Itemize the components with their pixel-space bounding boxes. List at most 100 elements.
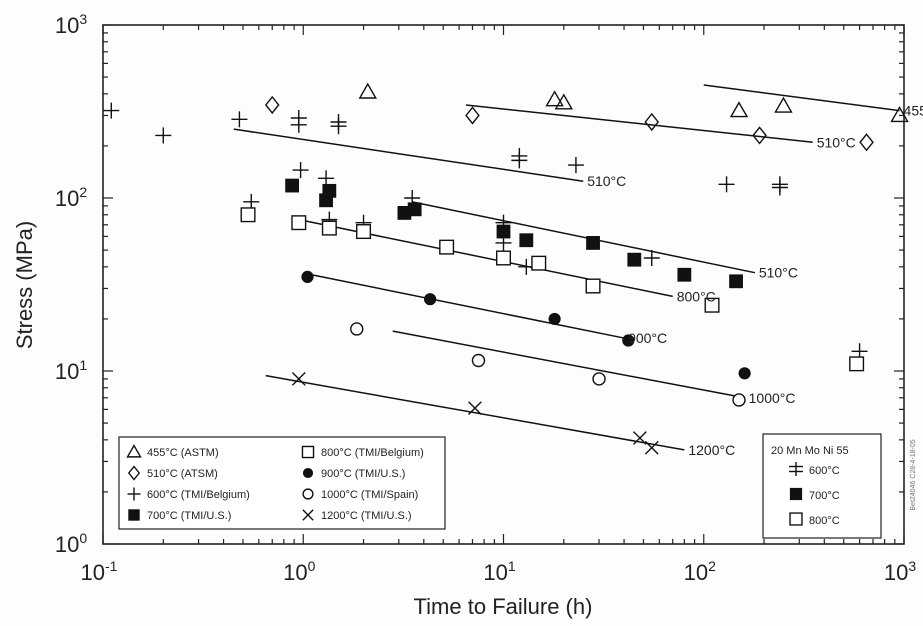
side-legend-box: [762, 433, 882, 539]
data-point: [240, 207, 256, 223]
fit-line: [265, 374, 685, 451]
legend-label: 900°C (TMI/U.S.): [321, 468, 405, 480]
fit-lines: [233, 84, 900, 451]
data-point: [729, 274, 743, 289]
data-point: [356, 224, 372, 240]
legend-marker: [127, 465, 141, 481]
data-point: [586, 236, 600, 250]
fit-line: [465, 104, 813, 144]
x-tick-label: 100: [283, 558, 315, 585]
data-point: [243, 193, 260, 210]
series-markers: [264, 95, 874, 152]
fit-line: [412, 201, 756, 274]
series-markers: [240, 207, 865, 372]
data-point: [292, 162, 309, 179]
data-point: [468, 401, 482, 416]
series-markers: [301, 270, 751, 380]
fit-line: [293, 217, 673, 298]
x-tick-label: 102: [684, 558, 716, 585]
legend-label: 700°C (TMI/U.S.): [147, 510, 231, 522]
data-point: [718, 176, 735, 193]
data-point: [771, 176, 788, 193]
data-point: [622, 334, 635, 347]
fit-line: [311, 274, 625, 339]
data-point: [103, 102, 120, 119]
x-tick-label: 10-1: [81, 558, 118, 585]
series-markers: [103, 102, 868, 360]
fit-line-label: 1000°C: [749, 390, 796, 406]
data-point: [496, 224, 511, 239]
legend-label: 800°C (TMI/Belgium): [321, 447, 424, 459]
data-point: [290, 116, 307, 133]
data-point: [511, 152, 528, 169]
fit-line-labels: 455°C 510°C 510°C 510°C 800°C 900°C 1000°C 1200…: [587, 103, 923, 458]
data-point: [291, 215, 307, 231]
fit-line: [392, 330, 745, 399]
data-point: [752, 126, 767, 145]
data-point: [318, 170, 335, 187]
y-tick-label: 102: [55, 184, 87, 211]
fit-line: [233, 128, 584, 182]
data-point: [627, 252, 642, 267]
data-point: [330, 118, 347, 135]
data-point: [291, 372, 306, 386]
series-markers: [285, 178, 743, 289]
fit-line-label: 1200°C: [688, 442, 735, 458]
legend-marker: [127, 487, 141, 501]
data-point: [644, 440, 659, 455]
data-point: [585, 278, 601, 294]
data-point: [592, 372, 606, 386]
fit-line-label: 510°C: [759, 265, 798, 281]
data-point: [554, 93, 573, 110]
legend-marker: [301, 445, 315, 459]
data-point: [732, 393, 746, 407]
data-point: [496, 250, 512, 266]
fit-line-label: 510°C: [817, 134, 856, 150]
legend-label: 600°C (TMI/Belgium): [147, 489, 250, 501]
data-point: [301, 270, 314, 283]
side-legend-marker: [789, 487, 803, 501]
fit-line: [703, 84, 900, 112]
legend-marker: [128, 509, 140, 521]
legend-label: 1000°C (TMI/Spain): [321, 489, 418, 501]
legend-marker: [302, 488, 314, 500]
legend-label: 455°C (ASTM): [147, 447, 219, 459]
side-legend-label: 600°C: [809, 465, 840, 477]
fit-line-label: 510°C: [587, 173, 626, 189]
x-axis-title: Time to Failure (h): [414, 594, 593, 619]
legend-entries: 455°C (ASTM) 510°C (ATSM) 600°C (TMI/Belgi…: [126, 444, 424, 522]
data-markers: [103, 82, 909, 455]
fit-line-label: 900°C: [628, 330, 667, 346]
legend-marker: [302, 467, 314, 479]
y-axis-title: Stress (MPa): [12, 221, 37, 349]
data-point: [644, 112, 660, 132]
data-point: [471, 353, 486, 368]
data-point: [465, 106, 480, 125]
y-tick-label: 100: [55, 530, 87, 557]
x-tick-label: 101: [483, 558, 515, 585]
side-legend-marker: [789, 462, 803, 476]
series-markers: [291, 372, 659, 455]
data-point: [890, 106, 909, 123]
data-point: [643, 249, 660, 266]
y-tick-label: 101: [55, 357, 87, 384]
data-point: [358, 82, 377, 99]
data-point: [677, 267, 692, 282]
side-legend: 20 Mn Mo Ni 55 600°C 700°C 800°C: [762, 433, 882, 539]
data-point: [231, 111, 248, 128]
data-point: [350, 322, 364, 336]
legend: 455°C (ASTM) 510°C (ATSM) 600°C (TMI/Belgi…: [118, 436, 446, 530]
data-point: [531, 255, 547, 271]
data-point: [633, 431, 647, 445]
side-legend-title: 20 Mn Mo Ni 55: [771, 445, 849, 457]
data-point: [519, 233, 534, 248]
data-point: [859, 133, 874, 152]
data-point: [285, 178, 300, 193]
data-point: [321, 220, 337, 236]
y-tick-label: 103: [55, 11, 87, 38]
series-markers: [350, 322, 746, 407]
side-legend-label: 800°C: [809, 515, 840, 527]
data-point: [738, 367, 751, 380]
data-point: [567, 157, 584, 174]
